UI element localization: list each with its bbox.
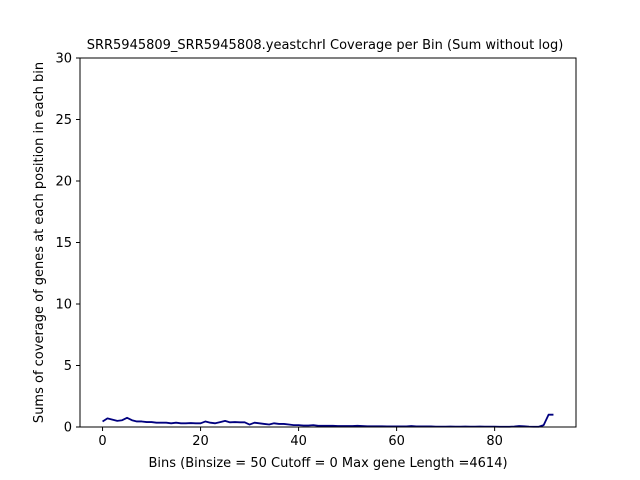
x-tick-label: 20	[192, 434, 209, 449]
y-tick-label: 10	[55, 298, 72, 313]
y-axis-label: Sums of coverage of genes at each positi…	[32, 62, 47, 423]
x-axis: 0 20 40 60 80	[98, 427, 503, 449]
x-tick-label: 60	[388, 434, 405, 449]
y-tick-label: 30	[55, 52, 72, 67]
y-tick-label: 25	[55, 113, 72, 128]
x-tick-label: 80	[486, 434, 503, 449]
axes-frame	[79, 57, 577, 428]
x-tick-label: 0	[98, 434, 106, 449]
x-tick-label: 40	[290, 434, 307, 449]
y-tick-label: 20	[55, 175, 72, 190]
chart-title: SRR5945809_SRR5945808.yeastchrI Coverage…	[87, 38, 564, 53]
y-tick-label: 5	[64, 359, 72, 374]
y-tick-label: 0	[64, 421, 72, 436]
y-axis: 0 5 10 15 20 25 30	[55, 52, 80, 436]
y-tick-label: 15	[55, 236, 72, 251]
plot-area: 0 5 10 15 20 25 30 0 20 40 60 80	[55, 52, 577, 449]
x-axis-label: Bins (Binsize = 50 Cutoff = 0 Max gene L…	[148, 456, 507, 471]
